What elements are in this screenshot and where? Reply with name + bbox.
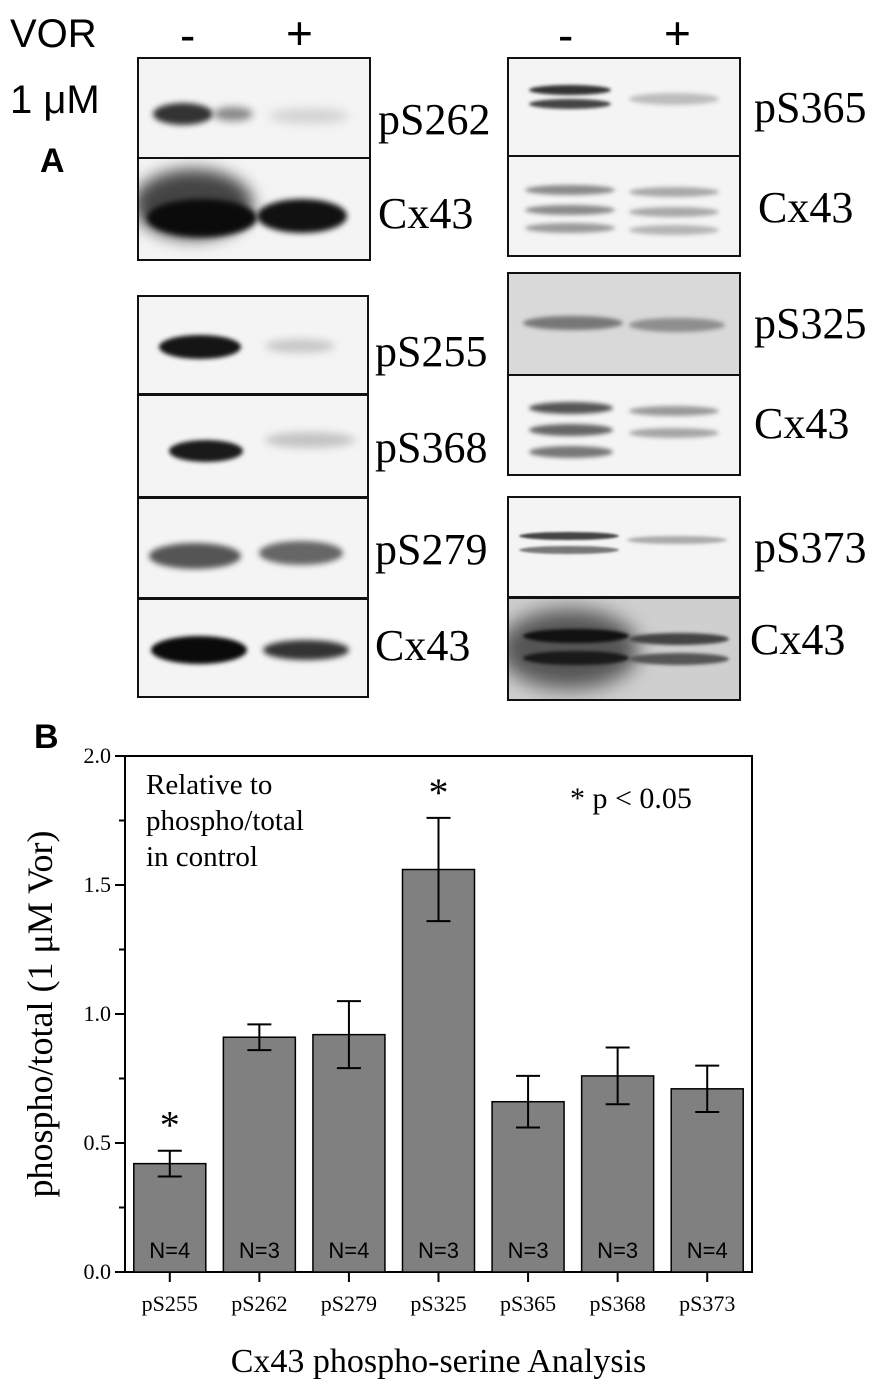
blot-label-left-1: Cx43 (378, 189, 474, 238)
blot-right-5 (507, 597, 741, 701)
bar-pS373 (670, 1088, 744, 1273)
annotation-line-2: in control (146, 841, 258, 873)
n-label-pS325: N=3 (418, 1238, 459, 1263)
bar-pS279 (312, 1033, 386, 1273)
blot-label-right-5: Cx43 (750, 615, 846, 664)
blot-left-4 (137, 497, 369, 599)
blot-label-left-0: pS262 (378, 95, 491, 144)
x-tick-label-pS373: pS373 (679, 1291, 735, 1316)
bar-pS325 (401, 868, 476, 1273)
minus-right: - (558, 9, 574, 61)
blot-right-0 (507, 57, 741, 157)
blot-label-right-0: pS365 (754, 83, 867, 132)
n-label-pS365: N=3 (508, 1238, 549, 1263)
x-tick-label-pS255: pS255 (142, 1291, 198, 1316)
n-label-pS255: N=4 (149, 1238, 190, 1263)
bar-pS368 (580, 1075, 655, 1273)
blot-right-4 (507, 496, 741, 598)
y-tick-label: 0.0 (84, 1259, 112, 1284)
significance-star-pS255: * (160, 1103, 180, 1148)
x-tick-label-pS279: pS279 (321, 1291, 377, 1316)
minus-left: - (180, 9, 196, 61)
y-tick-label: 2.0 (84, 743, 112, 768)
blot-left-5 (137, 598, 369, 698)
blot-left-2 (137, 295, 369, 395)
y-axis-label: phospho/total (1 μM Vor) (20, 831, 60, 1198)
x-tick-label-pS262: pS262 (231, 1291, 287, 1316)
plus-left: + (286, 7, 313, 59)
blot-label-left-5: Cx43 (375, 621, 471, 670)
blot-right-1 (507, 155, 741, 257)
blot-label-left-2: pS255 (375, 327, 488, 376)
blot-left-0 (137, 57, 371, 159)
x-tick-label-pS365: pS365 (500, 1291, 556, 1316)
blot-label-left-3: pS368 (375, 423, 488, 472)
n-label-pS279: N=4 (328, 1238, 369, 1263)
blot-label-right-1: Cx43 (758, 183, 854, 232)
panel-a-letter: A (40, 142, 65, 180)
plus-right: + (664, 7, 691, 59)
x-axis-label: Cx43 phospho-serine Analysis (231, 1343, 647, 1380)
annotation-line-1: phospho/total (146, 805, 304, 837)
blot-label-right-3: Cx43 (754, 399, 850, 448)
dose-label: 1 μM (10, 78, 100, 122)
y-tick-label: 0.5 (84, 1130, 112, 1155)
blot-right-2 (507, 272, 741, 376)
n-label-pS368: N=3 (597, 1238, 638, 1263)
significance-star-pS325: * (429, 770, 449, 815)
panel-b-letter: B (34, 718, 59, 756)
bar-pS365 (491, 1100, 565, 1273)
blot-left-1 (137, 157, 371, 261)
x-tick-label-pS368: pS368 (590, 1291, 646, 1316)
y-tick-label: 1.5 (84, 872, 112, 897)
treatment-label: VOR (10, 12, 97, 56)
annotation-line-0: Relative to (146, 769, 272, 801)
n-label-pS373: N=4 (687, 1238, 728, 1263)
y-tick-label: 1.0 (84, 1001, 112, 1026)
blot-right-3 (507, 374, 741, 476)
x-tick-label-pS325: pS325 (410, 1291, 466, 1316)
bar-pS262 (222, 1036, 297, 1273)
blot-label-right-4: pS373 (754, 523, 867, 572)
blot-label-left-4: pS279 (375, 525, 488, 574)
significance-note: * p < 0.05 (570, 782, 692, 815)
n-label-pS262: N=3 (239, 1238, 280, 1263)
blot-label-right-2: pS325 (754, 299, 867, 348)
blot-left-3 (137, 394, 369, 498)
